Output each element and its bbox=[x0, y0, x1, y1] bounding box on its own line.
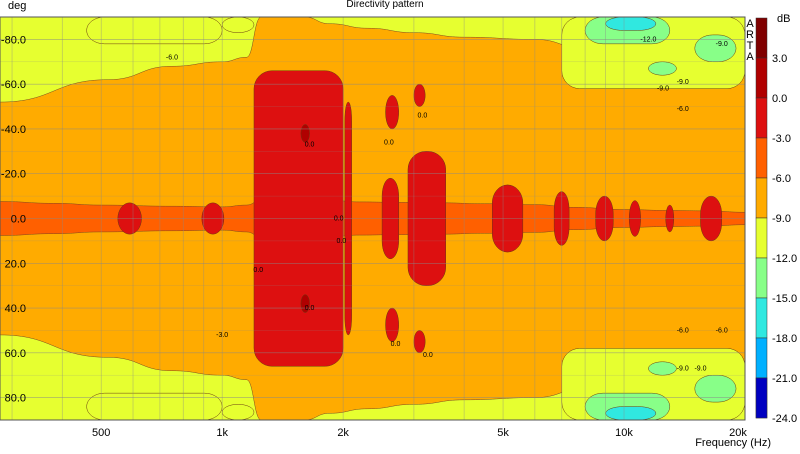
colorbar-swatch bbox=[755, 337, 768, 379]
contour-label: 0.0 bbox=[337, 238, 347, 245]
x-axis-label: Frequency (Hz) bbox=[695, 437, 771, 449]
x-tick-label: 500 bbox=[92, 427, 110, 439]
x-tick-labels: 500 1k 2k 5k 10k 20k bbox=[92, 427, 747, 439]
colorbar-unit: dB bbox=[777, 13, 790, 25]
contour-label: 0.0 bbox=[305, 305, 315, 312]
colorbar-swatch bbox=[755, 57, 768, 99]
contour-label: -9.0 bbox=[677, 366, 689, 373]
y-tick-label: -40.0 bbox=[1, 124, 26, 136]
level-blob bbox=[385, 95, 399, 130]
level-blob bbox=[221, 404, 255, 420]
level-blob bbox=[648, 61, 677, 76]
contour-label: 0.0 bbox=[418, 113, 428, 120]
chart-title: Directivity pattern bbox=[346, 0, 423, 10]
level-blob bbox=[413, 83, 426, 107]
contour-label: -9.0 bbox=[677, 79, 689, 86]
contour-label: -6.0 bbox=[677, 327, 689, 334]
y-tick-label: 20.0 bbox=[5, 258, 26, 270]
contour-label: -6.0 bbox=[677, 106, 689, 113]
brand-letter: A bbox=[746, 51, 754, 63]
colorbar-swatch bbox=[755, 377, 768, 419]
contour-label: -12.0 bbox=[640, 36, 656, 43]
colorbar: 3.0 0.0 -3.0 -6.0 -9.0 -12.0 -15.0 -18.0 -21.0 -2… bbox=[755, 17, 797, 425]
level-blob bbox=[300, 124, 310, 143]
y-tick-label: -80.0 bbox=[1, 34, 26, 46]
level-blob bbox=[605, 406, 657, 420]
contour-labels: -6.0 -3.0 0.0 0.0 0.0 0.0 0.0 0.0 0.0 0.0 0.0 -12.0… bbox=[166, 36, 728, 372]
colorbar-label: -21.0 bbox=[772, 373, 797, 385]
grid bbox=[0, 16, 745, 421]
level-blob bbox=[221, 17, 255, 33]
contour-label: -6.0 bbox=[166, 54, 178, 61]
colorbar-label: -6.0 bbox=[772, 173, 791, 185]
colorbar-swatch bbox=[755, 257, 768, 299]
brand-letter: T bbox=[747, 40, 754, 52]
level-blob bbox=[86, 392, 223, 420]
y-tick-label: 60.0 bbox=[5, 348, 26, 360]
x-tick-label: 2k bbox=[337, 427, 349, 439]
brand-letter: A bbox=[746, 18, 754, 30]
colorbar-swatch bbox=[755, 177, 768, 219]
contour-label: 0.0 bbox=[423, 352, 433, 359]
level-blob bbox=[385, 307, 399, 342]
contour-label: 0.0 bbox=[391, 341, 401, 348]
plot-frame bbox=[0, 16, 746, 421]
colorbar-label: -12.0 bbox=[772, 253, 797, 265]
x-tick-label: 5k bbox=[497, 427, 509, 439]
contour-label: 0.0 bbox=[384, 139, 394, 146]
colorbar-label: -24.0 bbox=[772, 413, 797, 425]
x-tick-label: 20k bbox=[729, 427, 747, 439]
contour-label: -9.0 bbox=[716, 41, 728, 48]
contour-label: -3.0 bbox=[216, 332, 228, 339]
colorbar-label: -18.0 bbox=[772, 333, 797, 345]
level-blob bbox=[648, 361, 677, 376]
colorbar-swatch bbox=[755, 217, 768, 259]
y-axis-label: deg bbox=[8, 0, 26, 12]
x-tick-label: 10k bbox=[615, 427, 633, 439]
contour-label: -9.0 bbox=[657, 86, 669, 93]
y-tick-label: 0.0 bbox=[11, 214, 26, 226]
colorbar-label: 3.0 bbox=[772, 53, 787, 65]
level-blob bbox=[86, 17, 223, 45]
brand-letter: R bbox=[746, 29, 754, 41]
x-tick-label: 1k bbox=[216, 427, 228, 439]
contour-label: 0.0 bbox=[253, 267, 263, 274]
contour-label: -6.0 bbox=[716, 327, 728, 334]
colorbar-label: -3.0 bbox=[772, 133, 791, 145]
level-blob bbox=[694, 34, 737, 63]
colorbar-swatch bbox=[755, 17, 768, 59]
colorbar-swatch bbox=[755, 137, 768, 179]
y-tick-label: 80.0 bbox=[5, 393, 26, 405]
colorbar-label: -9.0 bbox=[772, 213, 791, 225]
y-tick-label: -20.0 bbox=[1, 169, 26, 181]
level-blob bbox=[694, 374, 737, 403]
contour-label: -9.0 bbox=[694, 366, 706, 373]
contour-label: 0.0 bbox=[334, 216, 344, 223]
colorbar-label: 0.0 bbox=[772, 93, 787, 105]
level-blob bbox=[413, 330, 426, 354]
y-tick-label: 40.0 bbox=[5, 303, 26, 315]
colorbar-swatch bbox=[755, 97, 768, 139]
level-blob bbox=[605, 17, 657, 31]
y-tick-labels: -80.0 -60.0 -40.0 -20.0 0.0 20.0 40.0 60.0 80.0 bbox=[1, 34, 26, 404]
contour-label: 0.0 bbox=[305, 142, 315, 149]
colorbar-swatch bbox=[755, 297, 768, 339]
y-tick-label: -60.0 bbox=[1, 79, 26, 91]
colorbar-label: -15.0 bbox=[772, 293, 797, 305]
